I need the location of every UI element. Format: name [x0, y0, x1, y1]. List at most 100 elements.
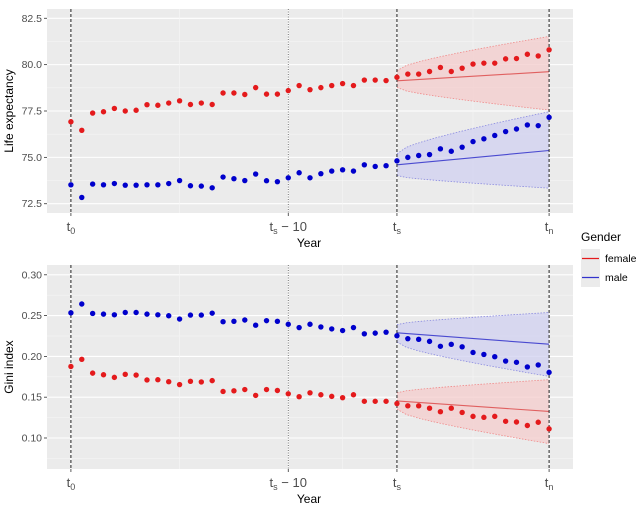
- female-point: [405, 403, 411, 409]
- female-point: [481, 60, 487, 66]
- male-point: [339, 327, 346, 334]
- x-tick-suffix: − 10: [278, 219, 307, 234]
- male-point: [350, 168, 357, 174]
- plot-background: [47, 265, 573, 469]
- male-point: [176, 316, 183, 322]
- male-upper-bound: [396, 111, 550, 155]
- x-tick-label: t0: [67, 475, 76, 492]
- legend-title: Gender: [581, 230, 621, 244]
- female-point: [383, 77, 389, 84]
- male-point: [383, 163, 389, 169]
- female-point: [448, 405, 454, 411]
- male-point: [220, 174, 226, 180]
- x-tick-subscript: s: [397, 482, 402, 492]
- female-point: [459, 409, 465, 416]
- female-point: [242, 386, 248, 393]
- female-point: [470, 61, 476, 67]
- female-point: [415, 403, 422, 409]
- male-point: [426, 338, 433, 345]
- male-point: [524, 122, 531, 128]
- y-tick-label: 0.20: [22, 351, 43, 363]
- male-point: [285, 175, 291, 181]
- male-point: [198, 183, 205, 189]
- female-point: [546, 47, 552, 53]
- male-point: [209, 310, 215, 316]
- male-point: [242, 177, 248, 184]
- female-point: [100, 372, 107, 378]
- y-axis-title: Gini index: [2, 340, 16, 393]
- male-point: [133, 309, 139, 316]
- female-point: [502, 418, 509, 424]
- male-point: [100, 182, 107, 188]
- x-tick-base: t: [270, 219, 274, 234]
- female-point: [274, 91, 281, 97]
- male-point: [187, 312, 194, 318]
- y-tick-label: 82.5: [22, 13, 43, 25]
- male-point: [405, 335, 411, 342]
- legend-label-male: male: [605, 272, 628, 284]
- female-point: [524, 51, 531, 57]
- female-point: [242, 91, 248, 98]
- female-point: [415, 71, 422, 77]
- male-point: [263, 178, 270, 184]
- male-point: [405, 154, 411, 161]
- female-point: [426, 405, 433, 411]
- male-point: [513, 126, 520, 132]
- male-lower-bound: [396, 175, 550, 189]
- male-point: [318, 170, 324, 177]
- male-point: [252, 322, 259, 328]
- female-point: [318, 84, 324, 91]
- x-tick-base: t: [393, 219, 397, 234]
- female-point: [231, 90, 237, 96]
- male-point: [79, 301, 85, 307]
- female-forecast-band: [396, 379, 550, 444]
- y-tick-label: 72.5: [22, 198, 43, 210]
- x-tick-label: tn: [545, 475, 554, 492]
- male-forecast-band: [396, 111, 550, 189]
- female-point: [307, 86, 313, 93]
- male-point: [481, 351, 487, 358]
- male-point: [111, 180, 118, 187]
- male-point: [524, 364, 531, 370]
- female-point: [459, 65, 465, 71]
- female-point: [481, 414, 487, 421]
- x-tick-suffix: − 10: [278, 475, 307, 490]
- male-point: [100, 311, 107, 317]
- female-point: [307, 390, 313, 396]
- female-point: [405, 71, 411, 77]
- female-point: [220, 388, 226, 395]
- male-point: [274, 178, 281, 185]
- female-point: [155, 377, 161, 383]
- y-tick-label: 0.25: [22, 310, 43, 322]
- female-point: [176, 381, 183, 388]
- female-point: [274, 387, 281, 394]
- x-tick-subscript: s: [397, 226, 402, 236]
- male-forecast-band: [396, 312, 550, 377]
- female-point: [394, 74, 400, 80]
- female-point: [296, 394, 302, 400]
- x-tick-base: t: [67, 475, 71, 490]
- male-point: [459, 144, 465, 150]
- y-tick-label: 80.0: [22, 59, 43, 71]
- female-point: [329, 393, 335, 400]
- male-point: [415, 336, 422, 343]
- male-point: [122, 182, 128, 188]
- male-upper-bound: [396, 312, 550, 326]
- female-point: [252, 392, 259, 399]
- male-point: [68, 310, 74, 316]
- male-point: [263, 317, 270, 324]
- male-point: [492, 354, 498, 360]
- male-point: [448, 148, 454, 154]
- male-point: [187, 183, 194, 189]
- male-lower-bound: [396, 341, 550, 377]
- female-point: [383, 398, 389, 404]
- y-tick-label: 75.0: [22, 152, 43, 164]
- female-point: [502, 56, 509, 62]
- male-forecast-mean-line: [396, 332, 550, 345]
- male-point: [155, 312, 161, 318]
- x-tick-subscript: n: [548, 226, 553, 236]
- x-tick-label: ts − 10: [270, 219, 307, 236]
- female-point: [263, 91, 270, 97]
- female-point: [492, 413, 498, 420]
- male-point: [448, 341, 454, 348]
